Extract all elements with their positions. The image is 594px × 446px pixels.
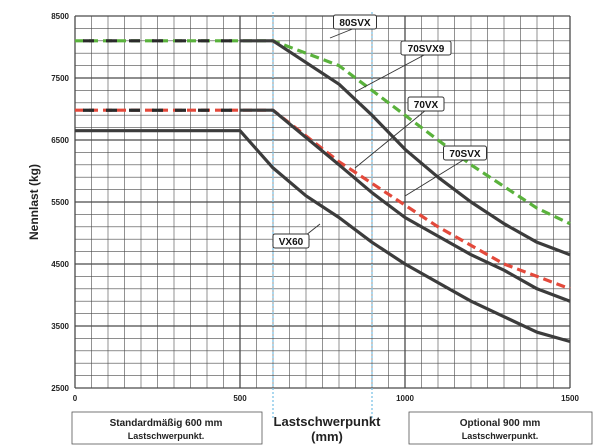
series-label-text: 70SVX9 — [408, 44, 445, 55]
x-tick-label: 1500 — [561, 394, 579, 403]
series-label-text: VX60 — [279, 237, 304, 248]
optional-900mm-box: Optional 900 mm Lastschwerpunkt. — [409, 412, 592, 444]
series-label-text: 70SVX — [449, 149, 480, 160]
x-tick-label: 0 — [73, 394, 78, 403]
y-tick-label: 5500 — [51, 198, 69, 207]
y-tick-label: 2500 — [51, 384, 69, 393]
optional-900mm-line1: Optional 900 mm — [460, 418, 541, 429]
x-axis-title: Lastschwerpunkt — [274, 414, 382, 429]
standard-600mm-box: Standardmäßig 600 mm Lastschwerpunkt. — [72, 412, 262, 444]
series-label-text: 70VX — [414, 100, 439, 111]
y-tick-label: 6500 — [51, 136, 69, 145]
y-tick-label: 8500 — [51, 12, 69, 21]
x-axis-unit: (mm) — [311, 429, 343, 444]
y-tick-label: 4500 — [51, 260, 69, 269]
y-axis-title: Nennlast (kg) — [27, 164, 41, 240]
x-tick-label: 500 — [233, 394, 247, 403]
optional-900mm-line2: Lastschwerpunkt. — [462, 431, 539, 441]
y-tick-label: 7500 — [51, 74, 69, 83]
y-tick-label: 3500 — [51, 322, 69, 331]
x-tick-label: 1000 — [396, 394, 414, 403]
standard-600mm-line2: Lastschwerpunkt. — [128, 431, 205, 441]
standard-600mm-line1: Standardmäßig 600 mm — [110, 418, 223, 429]
series-label-text: 80SVX — [339, 18, 370, 29]
